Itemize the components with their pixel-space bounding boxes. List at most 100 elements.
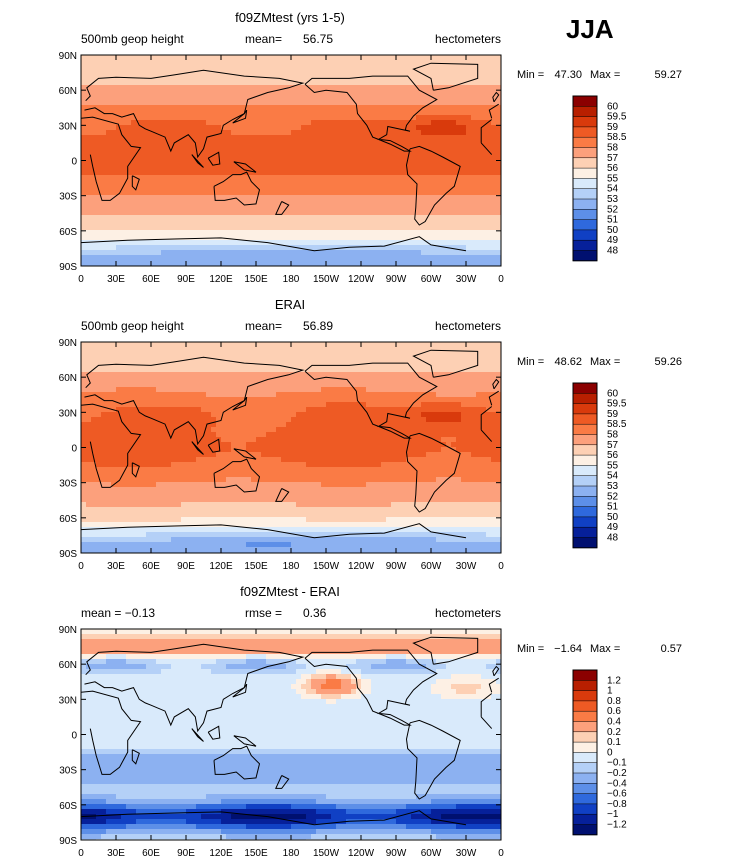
panel-title: ERAI (275, 297, 305, 312)
colorbar-swatch (573, 670, 597, 681)
colorbar-swatch (573, 147, 597, 159)
x-tick-label: 60E (142, 848, 160, 859)
colorbar-label: 53 (607, 481, 619, 492)
colorbar-swatch (573, 537, 597, 549)
colorbar-label: −1.2 (607, 820, 627, 831)
colorbar-swatch (573, 403, 597, 415)
y-tick-label: 60S (59, 227, 77, 238)
colorbar-label: 55 (607, 173, 619, 184)
colorbar-label: 49 (607, 522, 619, 533)
y-tick-label: 60N (59, 373, 77, 384)
stat-value: 0.36 (303, 606, 327, 620)
colorbar-swatch (573, 219, 597, 231)
x-tick-label: 30W (456, 561, 477, 572)
colorbar-swatch (573, 465, 597, 476)
colorbar-label: 55 (607, 460, 619, 471)
colorbar-swatch (573, 393, 597, 404)
min-label: Min = (517, 69, 544, 81)
colorbar-label: 57 (607, 440, 619, 451)
colorbar-label: −0.2 (607, 768, 627, 779)
season-label: JJA (566, 14, 614, 44)
colorbar-swatch (573, 229, 597, 241)
colorbar-swatch (573, 762, 597, 774)
colorbar-label: −0.8 (607, 799, 627, 810)
colorbar-label: 58 (607, 430, 619, 441)
colorbar-label: 58.5 (607, 132, 627, 143)
colorbar-label: 58.5 (607, 419, 627, 430)
colorbar-swatch (573, 168, 597, 179)
y-tick-label: 30S (59, 766, 77, 777)
max-label: Max = (590, 356, 620, 368)
y-tick-label: 60N (59, 86, 77, 97)
x-tick-label: 180 (283, 561, 300, 572)
coastlines (81, 636, 500, 826)
min-value: 47.30 (554, 69, 582, 81)
colorbar-label: 48 (607, 533, 619, 544)
x-tick-label: 0 (498, 561, 504, 572)
colorbar-label: 60 (607, 388, 619, 399)
max-label: Max = (590, 643, 620, 655)
colorbar-swatch (573, 742, 597, 753)
x-tick-label: 0 (78, 561, 84, 572)
x-tick-label: 60W (421, 848, 442, 859)
x-tick-label: 180 (283, 274, 300, 285)
y-tick-label: 90N (59, 338, 77, 349)
x-tick-label: 150W (313, 274, 340, 285)
colorbar-swatch (573, 188, 597, 200)
panel-title: f09ZMtest - ERAI (240, 584, 340, 599)
y-tick-label: 0 (71, 444, 77, 455)
colorbar-label: 1.2 (607, 675, 621, 686)
colorbar-label: 58 (607, 143, 619, 154)
x-tick-label: 120E (209, 274, 233, 285)
y-tick-label: 30S (59, 479, 77, 490)
y-tick-label: 90S (59, 262, 77, 273)
mean-text: mean = −0.13 (81, 606, 155, 620)
max-value: 0.57 (661, 643, 682, 655)
colorbar-label: 60 (607, 101, 619, 112)
y-tick-label: 60S (59, 514, 77, 525)
colorbar-label: 59.5 (607, 112, 627, 123)
colorbar-label: 0.1 (607, 737, 621, 748)
colorbar-label: 57 (607, 153, 619, 164)
x-tick-label: 150W (313, 848, 340, 859)
colorbar-swatch (573, 486, 597, 497)
x-tick-label: 120W (348, 274, 375, 285)
min-label: Min = (517, 356, 544, 368)
colorbar-label: −0.6 (607, 789, 627, 800)
colorbar-label: 49 (607, 235, 619, 246)
variable-label: 500mb geop height (81, 319, 184, 333)
stat-label: mean= (245, 319, 282, 333)
x-tick-label: 60E (142, 561, 160, 572)
colorbar-label: 0 (607, 747, 613, 758)
colorbar-label: 59.5 (607, 399, 627, 410)
coastlines (81, 62, 500, 252)
min-label: Min = (517, 643, 544, 655)
x-tick-label: 30W (456, 274, 477, 285)
colorbar-swatch (573, 721, 597, 733)
colorbar-swatch (573, 413, 597, 425)
colorbar-swatch (573, 496, 597, 507)
x-tick-label: 0 (498, 848, 504, 859)
colorbar-label: 52 (607, 491, 619, 502)
colorbar-swatch (573, 824, 597, 836)
y-tick-label: 30N (59, 121, 77, 132)
x-tick-label: 30E (107, 274, 125, 285)
x-tick-label: 0 (78, 848, 84, 859)
x-tick-label: 90W (386, 274, 407, 285)
x-tick-label: 150E (244, 561, 268, 572)
coastlines (81, 349, 500, 539)
colorbar-swatch (573, 773, 597, 784)
stat-label: rmse = (245, 606, 282, 620)
colorbar-swatch (573, 711, 597, 722)
colorbar-swatch (573, 424, 597, 435)
stat-value: 56.75 (303, 32, 333, 46)
units-label: hectometers (435, 319, 501, 333)
colorbar-label: 0.4 (607, 717, 621, 728)
x-tick-label: 90E (177, 561, 195, 572)
colorbar-label: −1 (607, 809, 619, 820)
y-tick-label: 0 (71, 157, 77, 168)
